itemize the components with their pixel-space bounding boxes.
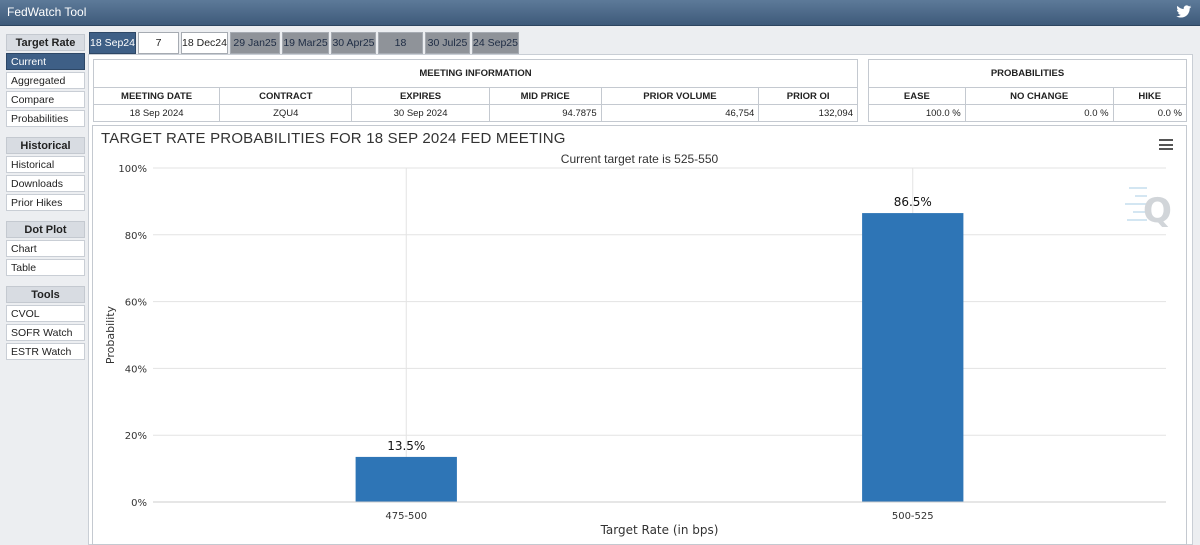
probabilities-table: PROBABILITIES EASE NO CHANGE HIKE 100.0 % 0…: [868, 59, 1188, 122]
sidebar-section-header: Dot Plot: [6, 221, 85, 238]
probabilities-column-header: HIKE: [1112, 87, 1188, 105]
tab-24-sep25[interactable]: 24 Sep25: [472, 32, 519, 54]
twitter-bird-icon[interactable]: [1176, 5, 1192, 22]
meeting-info-column-header: PRIOR VOLUME: [600, 87, 760, 105]
probabilities-cell: 0.0 %: [1112, 104, 1188, 122]
meeting-info-column-header: CONTRACT: [219, 87, 353, 105]
title-bar: FedWatch Tool: [0, 0, 1200, 26]
sidebar-section-header: Target Rate: [6, 34, 85, 51]
y-tick-label: 40%: [125, 364, 147, 375]
chart-panel: TARGET RATE PROBABILITIES FOR 18 SEP 202…: [92, 125, 1187, 545]
y-axis-title: Probability: [104, 305, 117, 364]
y-tick-label: 20%: [125, 431, 147, 442]
sidebar-gap: [6, 213, 85, 221]
sidebar-item-chart[interactable]: Chart: [6, 240, 85, 257]
sidebar-section-header: Historical: [6, 137, 85, 154]
meeting-info-cell: ZQU4: [219, 104, 353, 122]
meeting-info-column-header: PRIOR OI: [758, 87, 858, 105]
meeting-info-column-header: EXPIRES: [351, 87, 490, 105]
sidebar-gap: [6, 278, 85, 286]
q-logo-icon: Q: [1125, 187, 1172, 231]
meeting-info-cell: 132,094: [758, 104, 858, 122]
tab-30-jul25[interactable]: 30 Jul25: [425, 32, 470, 54]
x-axis-title: Target Rate (in bps): [600, 523, 719, 537]
x-tick-label: 475-500: [385, 511, 427, 522]
sidebar-item-cvol[interactable]: CVOL: [6, 305, 85, 322]
sidebar-item-historical[interactable]: Historical: [6, 156, 85, 173]
meeting-info-column-header: MID PRICE: [488, 87, 602, 105]
sidebar-item-estr-watch[interactable]: ESTR Watch: [6, 343, 85, 360]
sidebar-item-table[interactable]: Table: [6, 259, 85, 276]
sidebar: Target Rate Current Aggregated Compare Proba…: [6, 34, 85, 362]
tab-30-apr25[interactable]: 30 Apr25: [331, 32, 376, 54]
sidebar-item-downloads[interactable]: Downloads: [6, 175, 85, 192]
sidebar-item-aggregated[interactable]: Aggregated: [6, 72, 85, 89]
bar-data-label: 13.5%: [387, 439, 425, 453]
meeting-info-cell: 46,754: [600, 104, 760, 122]
meeting-info-column-header: MEETING DATE: [92, 87, 221, 105]
y-tick-label: 80%: [125, 231, 147, 242]
sidebar-item-prior-hikes[interactable]: Prior Hikes: [6, 194, 85, 211]
sidebar-item-compare[interactable]: Compare: [6, 91, 85, 108]
bar-500-525[interactable]: [862, 213, 964, 502]
meeting-info-cell: 18 Sep 2024: [92, 104, 221, 122]
probabilities-cell: 100.0 %: [868, 104, 966, 122]
probability-bar-chart: 0% 20% 40% 60% 80% 100% 13.5% 475-500 86.5% 500-5…: [104, 164, 1172, 537]
probabilities-column-header: NO CHANGE: [964, 87, 1114, 105]
tab-18-jun25[interactable]: 18 Jun25: [378, 32, 423, 70]
tab-7-nov24[interactable]: 7 Nov24: [138, 32, 179, 70]
probabilities-header: PROBABILITIES: [868, 59, 1187, 88]
y-tick-label: 100%: [118, 164, 147, 175]
tab-19-mar25[interactable]: 19 Mar25: [282, 32, 329, 54]
sidebar-section-header: Tools: [6, 286, 85, 303]
meeting-info-cell: 30 Sep 2024: [351, 104, 490, 122]
sidebar-item-probabilities[interactable]: Probabilities: [6, 110, 85, 127]
y-tick-label: 60%: [125, 298, 147, 309]
chart-subtitle: Current target rate is 525-550: [560, 152, 719, 166]
meeting-info-table: MEETING INFORMATION MEETING DATE CONTRACT…: [92, 59, 858, 122]
probabilities-column-header: EASE: [868, 87, 966, 105]
y-tick-label: 0%: [131, 498, 147, 509]
tab-18-sep24[interactable]: 18 Sep24: [89, 32, 136, 54]
chart-title: TARGET RATE PROBABILITIES FOR 18 SEP 202…: [101, 130, 566, 147]
sidebar-item-sofr-watch[interactable]: SOFR Watch: [6, 324, 85, 341]
x-tick-label: 500-525: [892, 511, 934, 522]
sidebar-item-current[interactable]: Current: [6, 53, 85, 70]
app-title: FedWatch Tool: [7, 5, 87, 19]
hamburger-menu-icon[interactable]: [1159, 139, 1173, 150]
sidebar-gap: [6, 129, 85, 137]
tab-29-jan25[interactable]: 29 Jan25: [230, 32, 280, 54]
bar-475-500[interactable]: [355, 456, 457, 502]
bar-data-label: 86.5%: [894, 195, 932, 209]
tab-18-dec24[interactable]: 18 Dec24: [181, 32, 228, 54]
meeting-info-cell: 94.7875: [488, 104, 602, 122]
svg-text:Q: Q: [1143, 191, 1172, 231]
meeting-info-header: MEETING INFORMATION: [93, 59, 858, 88]
probabilities-cell: 0.0 %: [964, 104, 1114, 122]
